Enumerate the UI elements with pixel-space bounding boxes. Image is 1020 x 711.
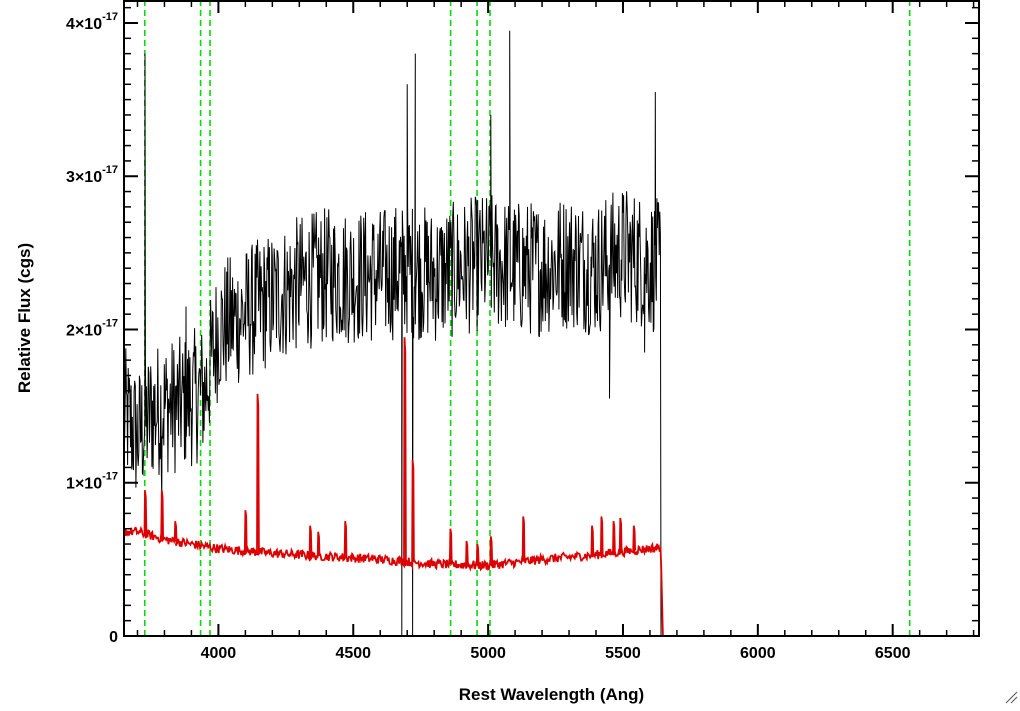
y-axis-title: Relative Flux (cgs) bbox=[15, 243, 34, 393]
x-tick-label-0: 4000 bbox=[201, 645, 237, 662]
resize-grip-icon[interactable] bbox=[1004, 690, 1018, 704]
axis-labels: 4000 4500 5000 5500 6000 650001×10-172×10-173… bbox=[66, 11, 911, 662]
x-axis-title: Rest Wavelength (Ang) bbox=[459, 685, 644, 704]
x-tick-label-5: 6500 bbox=[875, 645, 911, 662]
y-tick-exponent-4: -17 bbox=[102, 11, 118, 23]
y-tick-label-3: 3×10-17 bbox=[66, 164, 118, 186]
y-tick-exponent-1: -17 bbox=[102, 471, 118, 483]
y-tick-mantissa-0: 0 bbox=[109, 629, 118, 646]
x-tick-label-3: 5500 bbox=[605, 645, 641, 662]
y-tick-mantissa-1: 1×10 bbox=[66, 476, 102, 493]
plot-frame bbox=[123, 0, 980, 637]
y-tick-exponent-3: -17 bbox=[102, 164, 118, 176]
x-tick-label-4: 6000 bbox=[740, 645, 776, 662]
y-tick-label-2: 2×10-17 bbox=[66, 317, 118, 339]
y-tick-label-0: 0 bbox=[109, 629, 118, 646]
x-tick-label-2: 5000 bbox=[470, 645, 506, 662]
y-tick-label-4: 4×10-17 bbox=[66, 11, 118, 33]
y-tick-mantissa-4: 4×10 bbox=[66, 16, 102, 33]
y-tick-mantissa-2: 2×10 bbox=[66, 322, 102, 339]
y-tick-mantissa-3: 3×10 bbox=[66, 169, 102, 186]
axis-ticks bbox=[124, 1, 979, 637]
spectrum-series-red bbox=[123, 337, 979, 637]
spectrum-series-black bbox=[123, 30, 663, 637]
y-tick-exponent-2: -17 bbox=[102, 317, 118, 329]
series-layer bbox=[123, 30, 979, 637]
y-tick-label-1: 1×10-17 bbox=[66, 471, 118, 493]
x-tick-label-1: 4500 bbox=[335, 645, 371, 662]
